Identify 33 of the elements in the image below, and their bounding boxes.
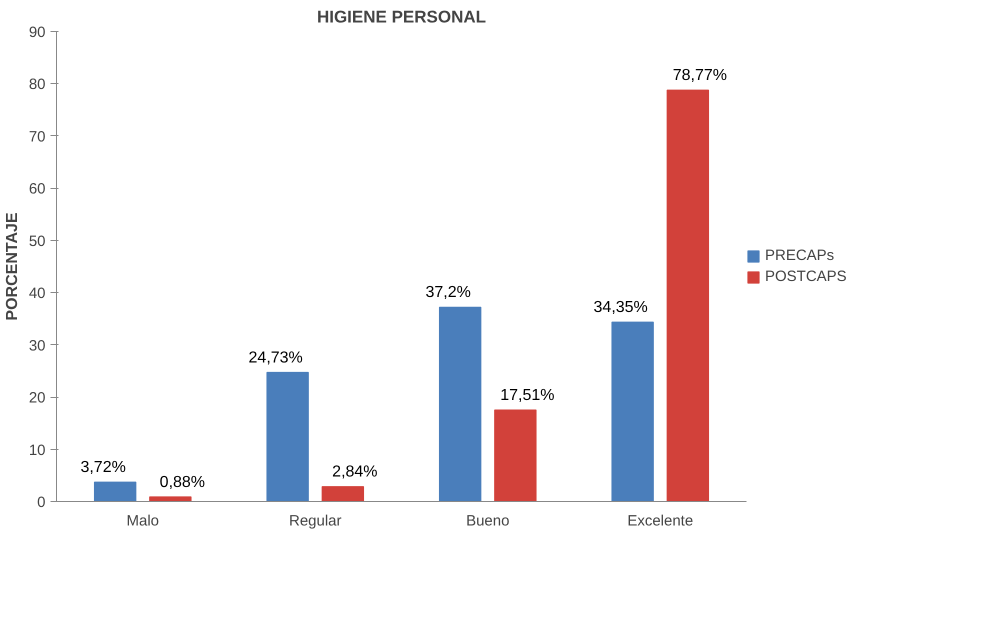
y-tick-label: 60 (28, 180, 46, 198)
y-tick-label: 40 (28, 285, 46, 302)
bar (438, 306, 482, 502)
legend-label: POSTCAPS (765, 268, 847, 285)
x-tick-label: Malo (126, 512, 160, 530)
x-tick-label: Excelente (627, 512, 694, 530)
y-tick-label: 50 (28, 232, 46, 250)
data-label: 2,84% (332, 464, 378, 481)
y-tick-label: 80 (28, 76, 46, 94)
y-tick-label: 30 (28, 337, 46, 354)
bar (494, 410, 537, 502)
y-tick-label: 10 (28, 442, 46, 459)
chart-title: HIGIENE PERSONAL (316, 8, 486, 26)
y-tick-label: 70 (28, 128, 46, 146)
x-tick-label: Regular (288, 512, 342, 530)
bar (266, 372, 309, 502)
legend-label: PRECAPs (765, 247, 834, 264)
bar (611, 322, 654, 502)
data-label: 78,77% (672, 67, 727, 84)
bar (322, 486, 364, 502)
y-axis-title: PORCENTAJE (4, 212, 21, 321)
data-label: 37,2% (425, 284, 471, 302)
data-label: 3,72% (80, 459, 126, 476)
x-tick-label: Bueno (466, 512, 510, 530)
data-label: 17,51% (500, 387, 554, 404)
data-label: 0,88% (160, 474, 206, 491)
data-label: 34,35% (594, 299, 648, 316)
bar (94, 482, 136, 502)
y-tick-label: 0 (37, 494, 46, 511)
data-label: 24,73% (248, 349, 303, 366)
bar (666, 90, 710, 502)
y-tick-label: 20 (28, 390, 46, 407)
y-tick-label: 90 (28, 24, 46, 41)
